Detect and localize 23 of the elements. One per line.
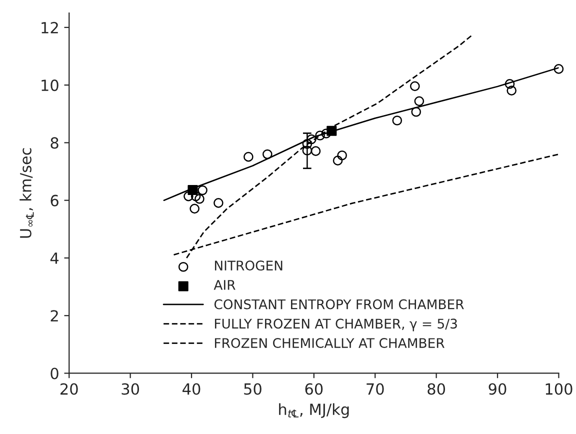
legend-label: NITROGEN: [214, 260, 282, 271]
y-tick-label: 12: [42, 22, 58, 34]
y-tick-label: 8: [50, 137, 58, 149]
x-tick-label: 70: [366, 383, 384, 395]
x-tick-label: 40: [182, 383, 200, 395]
x-tick-label: 80: [428, 383, 446, 395]
legend-label: FROZEN CHEMICALLY AT CHAMBER: [214, 338, 444, 348]
legend-label: AIR: [214, 280, 236, 290]
y-tick-label: 6: [50, 194, 58, 206]
y-tick-label: 0: [50, 368, 58, 380]
x-tick-label: 60: [305, 383, 323, 395]
x-tick-label: 30: [122, 383, 140, 395]
y-axis-title: U$_{∞℄}$, km/sec: [20, 148, 34, 238]
x-tick-label: 50: [244, 383, 262, 395]
x-tick-label: 100: [546, 383, 572, 395]
x-tick-label: 90: [488, 383, 506, 395]
y-tick-label: 2: [50, 310, 58, 322]
legend-label: CONSTANT ENTROPY FROM CHAMBER: [214, 299, 464, 310]
x-axis-title: h$_{t℄}$, MJ/kg: [279, 403, 349, 418]
x-tick-label: 20: [60, 383, 78, 395]
y-tick-label: 4: [50, 252, 59, 264]
y-tick-label: 10: [42, 80, 58, 92]
legend-label: FULLY FROZEN AT CHAMBER, γ = 5/3: [214, 318, 457, 332]
